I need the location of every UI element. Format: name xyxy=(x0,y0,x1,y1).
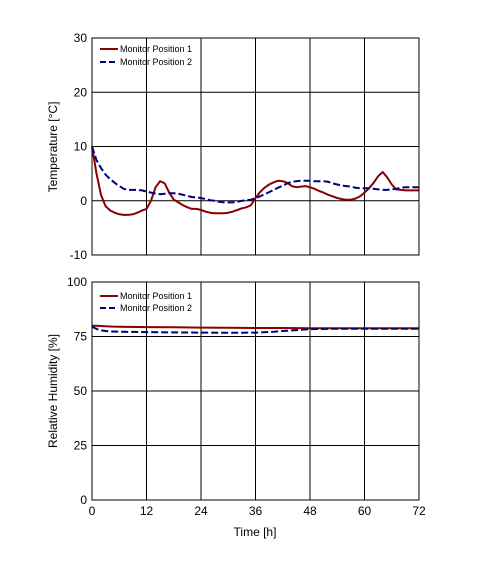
legend-label-position-2: Monitor Position 2 xyxy=(120,303,192,313)
legend-label-position-2: Monitor Position 2 xyxy=(120,57,192,67)
legend-label-position-1: Monitor Position 1 xyxy=(120,44,192,54)
x-tick-label: 0 xyxy=(89,504,96,518)
humidity-y-tick-label: 50 xyxy=(74,384,88,398)
temperature-y-tick-label: 10 xyxy=(74,140,88,154)
humidity-y-ticks: 100 75 50 25 0 xyxy=(67,275,87,507)
humidity-series-line-position-1 xyxy=(91,324,419,330)
humidity-y-tick-label: 0 xyxy=(80,493,87,507)
x-tick-label: 72 xyxy=(412,504,426,518)
temperature-y-tick-label: 30 xyxy=(74,31,88,45)
humidity-y-tick-label: 75 xyxy=(74,330,88,344)
x-tick-label: 48 xyxy=(303,504,317,518)
temperature-series-line-position-1 xyxy=(91,146,419,216)
x-axis-label: Time [h] xyxy=(234,525,277,539)
temperature-y-tick-label: 0 xyxy=(80,194,87,208)
humidity-y-tick-label: 25 xyxy=(74,439,88,453)
x-tick-label: 60 xyxy=(358,504,372,518)
temperature-y-tick-label: 20 xyxy=(74,85,88,99)
humidity-series-line-position-2 xyxy=(91,325,419,334)
humidity-x-ticks: 0 12 24 36 48 60 72 xyxy=(89,504,426,518)
temperature-y-ticks: 30 20 10 0 -10 xyxy=(70,31,88,262)
temperature-series-line-position-2 xyxy=(91,146,419,204)
humidity-legend: Monitor Position 1 Monitor Position 2 xyxy=(100,291,192,313)
legend-label-position-1: Monitor Position 1 xyxy=(120,291,192,301)
x-tick-label: 24 xyxy=(194,504,208,518)
humidity-chart: 100 75 50 25 0 Relative Humidity [%] Monitor… xyxy=(46,275,426,518)
temperature-y-tick-label: -10 xyxy=(70,248,88,262)
humidity-series xyxy=(91,324,419,334)
humidity-y-tick-label: 100 xyxy=(67,275,87,289)
temperature-legend: Monitor Position 1 Monitor Position 2 xyxy=(100,44,192,67)
temperature-plot-frame xyxy=(91,37,420,256)
x-tick-label: 36 xyxy=(249,504,263,518)
temperature-series xyxy=(91,146,419,216)
humidity-plot-frame xyxy=(91,281,420,501)
temperature-y-axis-label: Temperature [°C] xyxy=(46,102,60,193)
x-tick-label: 12 xyxy=(140,504,154,518)
humidity-y-axis-label: Relative Humidity [%] xyxy=(46,334,60,448)
temperature-chart: 30 20 10 0 -10 Temperature [°C] Monitor Posi… xyxy=(46,31,420,262)
